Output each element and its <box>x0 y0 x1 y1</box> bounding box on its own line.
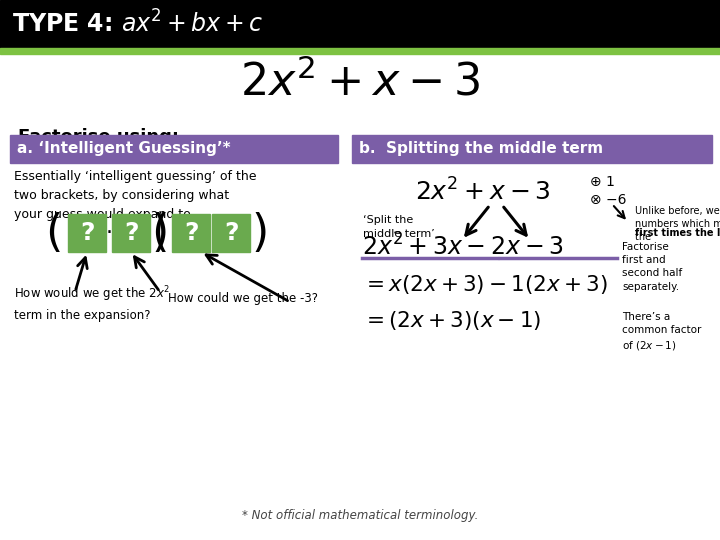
Bar <box>352 135 712 163</box>
Text: a. ‘Intelligent Guessing’*: a. ‘Intelligent Guessing’* <box>17 141 230 157</box>
Text: $2x^2 + 3x - 2x - 3$: $2x^2 + 3x - 2x - 3$ <box>362 233 564 261</box>
Bar <box>112 214 150 252</box>
Text: Factorise
first and
second half
separately.: Factorise first and second half separate… <box>622 242 683 292</box>
Text: There’s a
common factor
of $(2x - 1)$: There’s a common factor of $(2x - 1)$ <box>622 312 701 352</box>
Text: $2x^2 + x - 3$: $2x^2 + x - 3$ <box>240 60 480 104</box>
Bar <box>0 48 720 54</box>
Text: ·: · <box>106 223 112 243</box>
Text: b.  Splitting the middle term: b. Splitting the middle term <box>359 141 603 157</box>
Text: How could we get the -3?: How could we get the -3? <box>168 292 318 305</box>
Text: TYPE 4: $ax^2 + bx + c$: TYPE 4: $ax^2 + bx + c$ <box>12 10 264 38</box>
Text: ): ) <box>251 212 269 254</box>
Text: ): ) <box>151 212 168 254</box>
Text: ⊕ 1: ⊕ 1 <box>590 175 615 189</box>
Text: ?: ? <box>184 221 198 245</box>
Text: (: ( <box>151 212 168 254</box>
Text: first times the last number.: first times the last number. <box>635 228 720 238</box>
Text: ‘Split the
middle term’: ‘Split the middle term’ <box>363 215 435 239</box>
Text: $= (2x + 3)(x - 1)$: $= (2x + 3)(x - 1)$ <box>362 308 541 332</box>
Text: ⊗ −6: ⊗ −6 <box>590 193 626 207</box>
Text: ?: ? <box>80 221 94 245</box>
Text: $= x(2x + 3) - 1(2x + 3)$: $= x(2x + 3) - 1(2x + 3)$ <box>362 273 608 296</box>
Bar <box>68 214 106 252</box>
Bar <box>172 214 210 252</box>
Bar <box>10 135 338 163</box>
Text: (: ( <box>45 212 63 254</box>
Text: Essentially ‘intelligent guessing’ of the
two brackets, by considering what
your: Essentially ‘intelligent guessing’ of th… <box>14 170 256 221</box>
Text: Factorise using:: Factorise using: <box>18 128 179 146</box>
Text: $2x^2 + x - 3$: $2x^2 + x - 3$ <box>415 178 551 206</box>
Text: ?: ? <box>124 221 138 245</box>
Text: Unlike before, we want two
numbers which multiply to give
the: Unlike before, we want two numbers which… <box>635 206 720 242</box>
Text: How would we get the $2x^2$
term in the expansion?: How would we get the $2x^2$ term in the … <box>14 284 170 322</box>
Bar <box>212 214 250 252</box>
Bar <box>0 0 720 48</box>
Text: ?: ? <box>224 221 238 245</box>
Text: * Not official mathematical terminology.: * Not official mathematical terminology. <box>242 509 478 522</box>
